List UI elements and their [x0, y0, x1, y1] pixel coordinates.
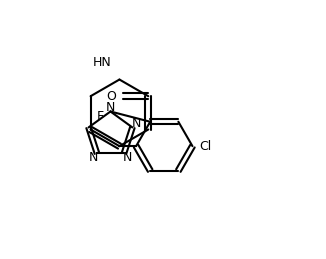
Text: O: O	[106, 90, 116, 103]
Text: N: N	[106, 101, 115, 114]
Text: N: N	[123, 150, 133, 163]
Text: N: N	[88, 150, 98, 163]
Text: N: N	[132, 117, 141, 130]
Text: Cl: Cl	[199, 140, 211, 153]
Text: F: F	[97, 110, 104, 123]
Text: HN: HN	[93, 56, 112, 69]
